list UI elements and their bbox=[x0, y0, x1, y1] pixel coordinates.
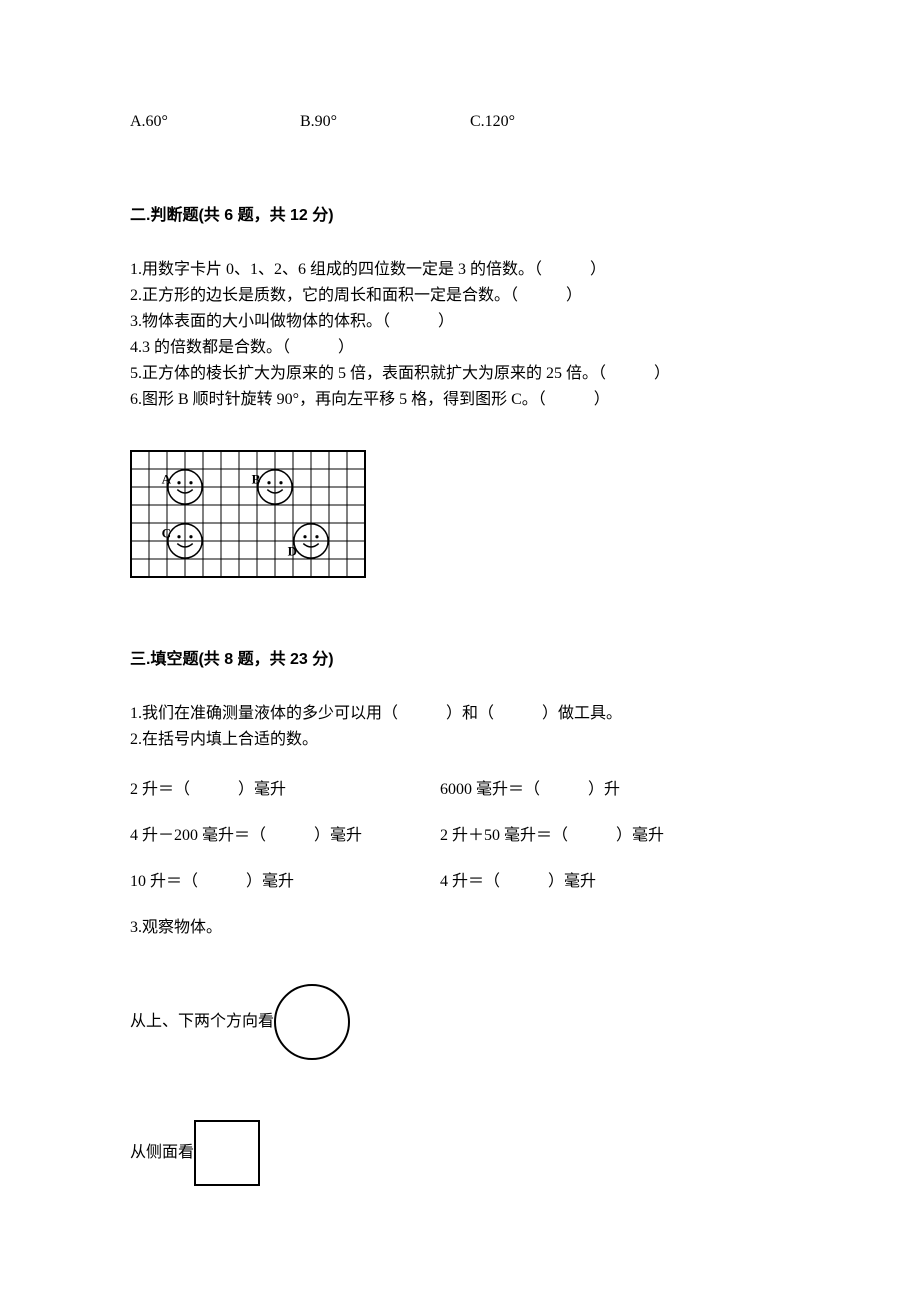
circle-icon bbox=[274, 984, 350, 1060]
fill-row-3: 10 升＝（ ）毫升 4 升＝（ ）毫升 bbox=[130, 870, 790, 894]
prev-question-choices: A.60° B.90° C.120° bbox=[130, 110, 790, 134]
fill-row-2: 4 升－200 毫升＝（ ）毫升 2 升＋50 毫升＝（ ）毫升 bbox=[130, 824, 790, 848]
judge-q6: 6.图形 B 顺时针旋转 90°，再向左平移 5 格，得到图形 C。（ ） bbox=[130, 388, 790, 412]
svg-text:D: D bbox=[288, 543, 297, 558]
choice-b: B.90° bbox=[300, 110, 470, 134]
fill-pairs: 2 升＝（ ）毫升 6000 毫升＝（ ）升 4 升－200 毫升＝（ ）毫升 … bbox=[130, 778, 790, 894]
fill-2-left: 4 升－200 毫升＝（ ）毫升 bbox=[130, 824, 440, 848]
fill-q2: 2.在括号内填上合适的数。 bbox=[130, 728, 790, 752]
view-top-bottom-row: 从上、下两个方向看 bbox=[130, 984, 790, 1060]
fill-3-right: 4 升＝（ ）毫升 bbox=[440, 870, 790, 894]
svg-text:A: A bbox=[162, 471, 172, 486]
section-3-title: 三.填空题(共 8 题，共 23 分) bbox=[130, 648, 790, 672]
fill-row-1: 2 升＝（ ）毫升 6000 毫升＝（ ）升 bbox=[130, 778, 790, 802]
choice-a: A.60° bbox=[130, 110, 300, 134]
judge-q1: 1.用数字卡片 0、1、2、6 组成的四位数一定是 3 的倍数。（ ） bbox=[130, 258, 790, 282]
judge-q4: 4.3 的倍数都是合数。（ ） bbox=[130, 336, 790, 360]
view-side-row: 从侧面看 bbox=[130, 1120, 790, 1186]
square-icon bbox=[194, 1120, 260, 1186]
page: A.60° B.90° C.120° 二.判断题(共 6 题，共 12 分) 1… bbox=[0, 0, 920, 1302]
view-side-label: 从侧面看 bbox=[130, 1141, 194, 1165]
grid-svg: A B C D bbox=[130, 450, 366, 578]
fill-1-left: 2 升＝（ ）毫升 bbox=[130, 778, 440, 802]
svg-text:B: B bbox=[252, 471, 261, 486]
section-2-title: 二.判断题(共 6 题，共 12 分) bbox=[130, 204, 790, 228]
choice-c: C.120° bbox=[470, 110, 640, 134]
fill-q1: 1.我们在准确测量液体的多少可以用（ ）和（ ）做工具。 bbox=[130, 702, 790, 726]
svg-text:C: C bbox=[162, 525, 171, 540]
judge-q5: 5.正方体的棱长扩大为原来的 5 倍，表面积就扩大为原来的 25 倍。（ ） bbox=[130, 362, 790, 386]
judge-q3: 3.物体表面的大小叫做物体的体积。（ ） bbox=[130, 310, 790, 334]
section-2-body: 1.用数字卡片 0、1、2、6 组成的四位数一定是 3 的倍数。（ ） 2.正方… bbox=[130, 258, 790, 412]
grid-figure: A B C D bbox=[130, 450, 790, 578]
view-top-bottom-label: 从上、下两个方向看 bbox=[130, 1010, 274, 1034]
fill-3-left: 10 升＝（ ）毫升 bbox=[130, 870, 440, 894]
fill-q3: 3.观察物体。 bbox=[130, 916, 790, 940]
fill-1-right: 6000 毫升＝（ ）升 bbox=[440, 778, 790, 802]
fill-2-right: 2 升＋50 毫升＝（ ）毫升 bbox=[440, 824, 790, 848]
judge-q2: 2.正方形的边长是质数，它的周长和面积一定是合数。（ ） bbox=[130, 284, 790, 308]
